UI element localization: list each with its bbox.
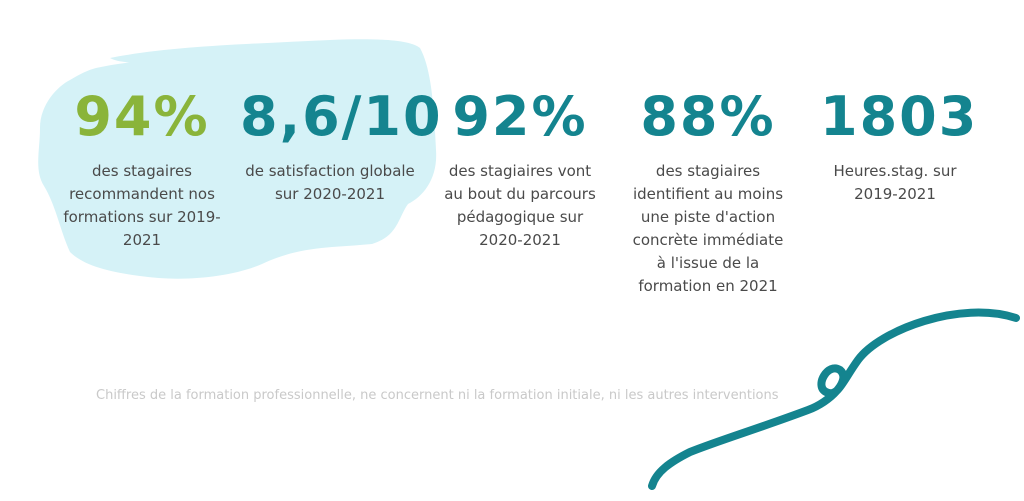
swirl-flourish xyxy=(648,308,1020,490)
stat-description: Heures.stag. sur 2019-2021 xyxy=(833,162,957,203)
stat-description: des stagiaires identifient au moins une … xyxy=(632,162,784,295)
stat-action-plan: 88% des stagiaires identifient au moins … xyxy=(628,88,788,298)
stat-value: 88% xyxy=(640,85,776,148)
stat-value: 92% xyxy=(452,85,588,148)
stat-description: des stagiaires vont au bout du parcours … xyxy=(444,162,596,249)
stat-value: 94% xyxy=(74,85,210,148)
paint-splash-shape xyxy=(38,43,437,279)
stat-recommendation: 94% des stagaires recommandent nos forma… xyxy=(62,88,222,252)
stat-value: 8,6/10 xyxy=(240,85,443,148)
stat-completion: 92% des stagiaires vont au bout du parco… xyxy=(440,88,600,252)
stat-value: 1803 xyxy=(820,85,979,148)
footnote: Chiffres de la formation professionnelle… xyxy=(96,388,779,403)
paint-splash-stroke xyxy=(110,39,420,64)
stat-satisfaction: 8,6/10 de satisfaction globale sur 2020-… xyxy=(240,85,443,206)
stat-description: des stagaires recommandent nos formation… xyxy=(63,162,221,249)
stat-hours: 1803 Heures.stag. sur 2019-2021 xyxy=(820,85,979,206)
stat-description: de satisfaction globale sur 2020-2021 xyxy=(245,162,415,203)
